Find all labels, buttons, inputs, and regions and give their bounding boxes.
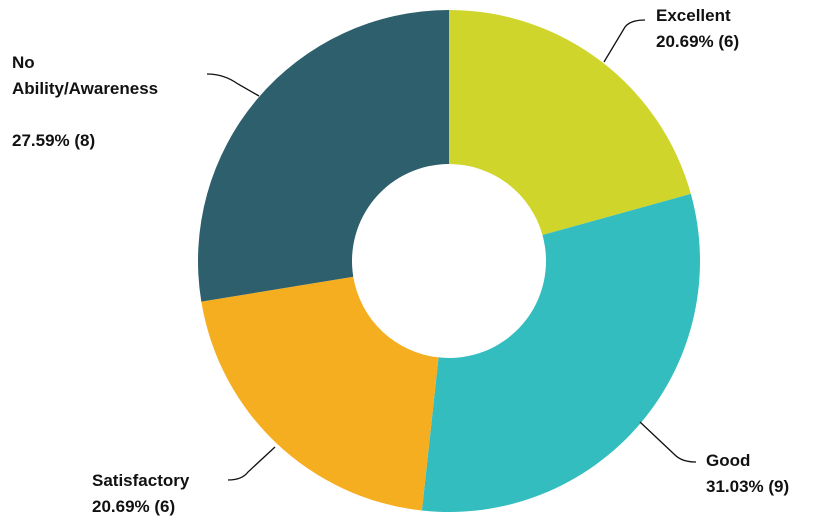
slice-label-satisfactory: Satisfactory bbox=[92, 471, 190, 490]
leader-line-no-ability bbox=[206, 73, 260, 97]
label-good: Good 31.03% (9) bbox=[639, 421, 789, 496]
slice-excellent bbox=[449, 10, 691, 236]
leader-line-satisfactory bbox=[227, 446, 276, 481]
label-satisfactory: Satisfactory 20.69% (6) bbox=[92, 446, 276, 516]
slice-value-good: 31.03% (9) bbox=[706, 477, 789, 496]
slice-value-satisfactory: 20.69% (6) bbox=[92, 497, 175, 516]
label-no-ability: No Ability/Awareness 27.59% (8) bbox=[12, 53, 260, 150]
slice-label-no-ability-line2: Ability/Awareness bbox=[12, 79, 158, 98]
slice-no-ability bbox=[197, 10, 449, 302]
slice-value-no-ability: 27.59% (8) bbox=[12, 131, 95, 150]
donut-slices bbox=[197, 10, 700, 512]
slice-label-good: Good bbox=[706, 451, 750, 470]
slice-good bbox=[421, 193, 700, 512]
slice-satisfactory bbox=[201, 276, 439, 511]
label-excellent: Excellent 20.69% (6) bbox=[603, 6, 739, 63]
leader-line-good bbox=[639, 421, 697, 463]
slice-value-excellent: 20.69% (6) bbox=[656, 32, 739, 51]
slice-label-excellent: Excellent bbox=[656, 6, 731, 25]
slice-label-no-ability-line1: No bbox=[12, 53, 35, 72]
leader-line-excellent bbox=[603, 19, 646, 63]
